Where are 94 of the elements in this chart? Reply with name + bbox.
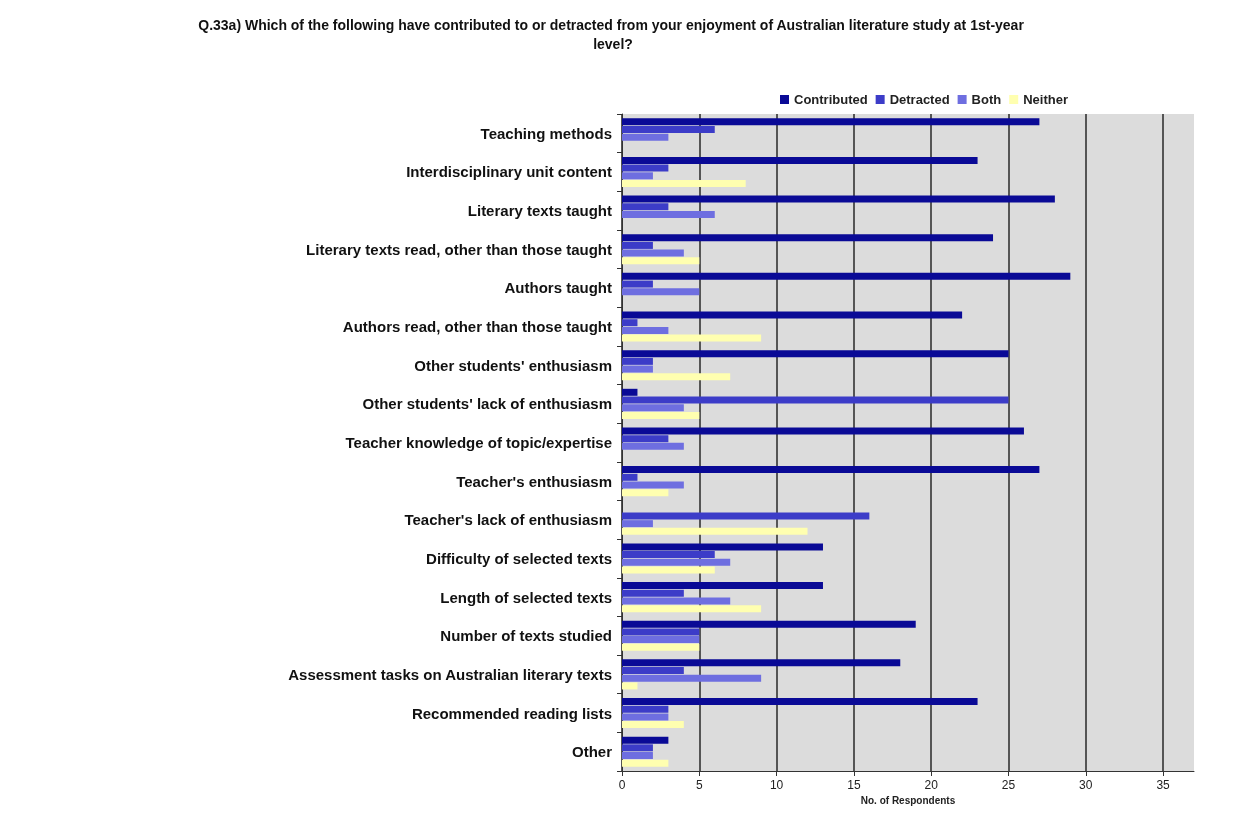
y-tick-label: Literary texts taught [467,202,612,220]
y-tick-label: Difficulty of selected texts [426,549,612,567]
bar [622,705,669,713]
bar [622,667,684,675]
legend-label: Contributed [793,92,868,107]
chart-title: Q.33a) Which of the following have contributed to or detracted from your enjoyment of Australian literature study at 1st-year level? [198,16,1028,52]
bar [622,280,653,288]
bar [622,311,963,319]
bar [622,543,823,551]
bar [622,350,1009,358]
y-tick-label: Assessment tasks on Australian literary texts [288,665,612,683]
x-tick-label: 25 [1001,778,1016,792]
bar [622,125,715,133]
bar [622,589,684,597]
bar [622,466,1040,474]
bar [622,736,669,744]
y-tick-label: Authors read, other than those taught [342,318,612,336]
bar [622,357,653,365]
bar [622,249,684,257]
bar [622,272,1071,280]
y-tick-label: Recommended reading lists [411,704,612,722]
x-tick-label: 35 [1156,778,1171,792]
bar [622,620,916,628]
bar [622,234,994,242]
y-tick-label: Teacher's lack of enthusiasm [404,511,612,529]
bar [622,566,715,574]
bar [622,481,684,489]
bar [622,721,684,729]
y-tick-label: Teaching methods [480,124,612,142]
bar [622,195,1055,203]
bar [622,404,684,412]
bar [622,156,978,164]
y-tick-label: Interdisciplinary unit content [406,163,612,181]
bar [622,172,653,180]
bar [622,597,731,605]
bar [622,442,684,450]
bar [622,744,653,752]
bar [622,164,669,172]
x-tick-label: 15 [847,778,861,792]
bar [622,520,653,528]
bar [622,489,669,497]
bar [622,133,669,141]
bar [622,210,715,218]
bar [622,628,700,636]
y-tick-label: Teacher's enthusiasm [456,472,612,490]
y-tick-label: Literary texts read, other than those taught [306,240,612,258]
bar [622,319,638,327]
bar [622,752,653,760]
bar [622,396,1009,404]
bar [622,551,715,559]
bar [622,373,731,381]
bar [622,674,762,682]
bar [622,605,762,613]
bar [622,759,669,767]
bar [622,288,700,296]
bar [622,713,669,721]
legend-label: Both [971,92,1002,107]
legend-label: Detracted [889,92,950,107]
y-tick-label: Authors taught [504,279,612,297]
y-tick-label: Teacher knowledge of topic/expertise [345,434,612,451]
y-tick-label: Other students' enthusiasm [414,356,612,374]
x-tick-label: 20 [924,778,939,792]
bar [622,203,669,211]
bar [622,512,870,520]
bar [622,697,978,705]
bar [622,473,638,481]
bar [622,257,700,265]
y-tick-label: Other [571,743,613,761]
y-tick-label: Length of selected texts [440,588,612,606]
x-tick-label: 0 [618,778,626,792]
x-tick-label: 10 [769,778,784,792]
bar [622,558,731,566]
bar [622,326,669,334]
bar [622,659,901,667]
y-tick-label: Other students' lack of enthusiasm [362,395,612,413]
bar [622,682,638,690]
bar [622,643,700,651]
bar [622,582,823,590]
bar [622,636,700,644]
bar [622,334,762,342]
legend-label: Neither [1023,92,1069,107]
bar [622,118,1040,126]
x-axis-title: No. of Respondents [860,795,956,807]
bar [622,180,746,188]
bar [622,411,700,419]
bar [622,241,653,249]
bar [622,527,808,535]
bar [622,435,669,443]
bar [622,365,653,373]
bar [622,388,638,396]
x-tick-label: 30 [1079,778,1093,792]
y-tick-label: Number of texts studied [440,627,612,645]
bar [622,427,1024,435]
x-tick-label: 5 [695,778,703,792]
